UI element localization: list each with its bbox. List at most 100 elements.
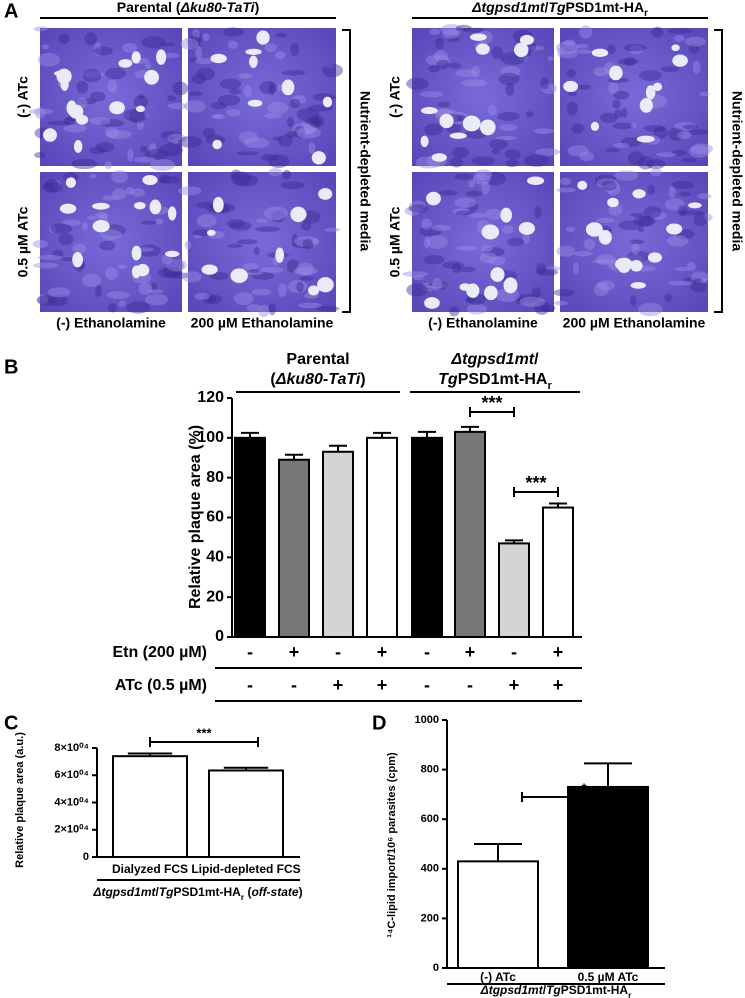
- treatment-sign: +: [509, 675, 520, 695]
- stain-texture: [236, 151, 259, 156]
- stain-texture: [623, 57, 636, 67]
- stain-texture: [566, 101, 578, 116]
- stain-texture: [689, 278, 707, 293]
- stain-texture: [78, 98, 97, 105]
- plaque: [65, 177, 77, 188]
- x-tick-label: 0.5 µM ATc: [578, 970, 639, 984]
- stain-texture: [455, 69, 478, 77]
- stain-texture: [480, 245, 493, 252]
- stain-texture: [679, 191, 692, 197]
- stain-texture: [559, 177, 572, 186]
- plaque: [618, 263, 630, 274]
- stain-texture: [264, 43, 278, 52]
- stain-texture: [563, 39, 576, 47]
- stain-texture: [674, 35, 685, 42]
- group-label: TgPSD1mt-HAr: [438, 371, 552, 392]
- stain-texture: [140, 220, 158, 225]
- stain-texture: [166, 134, 176, 144]
- plaque: [201, 264, 218, 275]
- stain-texture: [144, 62, 152, 70]
- stain-texture: [292, 94, 306, 104]
- y-tick-label: 0: [433, 962, 439, 974]
- bracket: [714, 29, 723, 313]
- stain-texture: [253, 246, 260, 256]
- stain-texture: [63, 116, 75, 126]
- stain-texture: [479, 252, 497, 264]
- plaque: [318, 188, 333, 200]
- stain-texture: [466, 303, 487, 315]
- stain-texture: [406, 283, 428, 297]
- stain-texture: [194, 292, 210, 300]
- row-label: 0.5 µM ATc: [387, 206, 403, 277]
- stain-texture: [234, 174, 259, 187]
- stain-texture: [107, 303, 117, 313]
- stain-texture: [597, 280, 616, 291]
- significance-label: ***: [196, 725, 212, 740]
- stain-texture: [627, 151, 645, 166]
- stain-texture: [467, 201, 479, 212]
- stain-texture: [63, 124, 88, 133]
- stain-texture: [286, 116, 294, 128]
- stain-texture: [463, 27, 485, 33]
- bar: [457, 860, 539, 969]
- stain-texture: [688, 128, 709, 136]
- footer-label-part: r: [628, 990, 632, 998]
- treatment-sign: -: [511, 642, 517, 662]
- stain-texture: [157, 267, 182, 279]
- treatment-sign: -: [247, 675, 253, 695]
- stain-texture: [440, 24, 463, 36]
- bar: [234, 436, 266, 639]
- plaque: [311, 151, 326, 165]
- stain-texture: [286, 131, 299, 138]
- stain-texture: [651, 26, 664, 38]
- stain-texture: [187, 35, 200, 49]
- plaque: [527, 176, 545, 186]
- stain-texture: [77, 97, 88, 109]
- x-tick-label: (-) ATc: [480, 970, 516, 984]
- stain-texture: [272, 136, 283, 142]
- stain-texture: [213, 114, 222, 119]
- stain-texture: [37, 294, 49, 305]
- stain-texture: [133, 95, 149, 109]
- stain-texture: [52, 249, 64, 258]
- group-label-part: Δku80-TaTi: [275, 371, 361, 388]
- stain-texture: [196, 67, 215, 81]
- stain-texture: [515, 297, 526, 305]
- group-label: Parental: [286, 351, 349, 368]
- stain-texture: [299, 276, 314, 281]
- stain-texture: [606, 181, 621, 196]
- y-axis-label: Relative plaque area (%): [187, 425, 204, 609]
- stain-texture: [536, 263, 547, 275]
- plaque: [212, 139, 222, 150]
- stain-texture: [99, 240, 116, 251]
- stain-texture: [596, 178, 618, 189]
- stain-texture: [681, 158, 698, 163]
- stain-texture: [637, 156, 654, 170]
- stain-texture: [471, 156, 496, 166]
- stain-texture: [465, 297, 476, 303]
- stain-texture: [189, 91, 203, 97]
- plaque: [518, 222, 535, 235]
- stain-texture: [155, 218, 164, 225]
- stain-texture: [95, 212, 109, 219]
- panel-label: C: [4, 712, 18, 734]
- stain-texture: [48, 294, 68, 307]
- stain-texture: [58, 33, 70, 45]
- stain-texture: [688, 43, 700, 54]
- stain-texture: [483, 171, 507, 186]
- plaque: [666, 223, 683, 235]
- stain-texture: [277, 134, 294, 147]
- stain-texture: [595, 174, 617, 185]
- stain-texture: [229, 221, 252, 231]
- stain-texture: [682, 124, 698, 130]
- stain-texture: [638, 227, 645, 233]
- group-title-part: Tg: [548, 0, 566, 15]
- stain-texture: [226, 109, 241, 117]
- panel-label: A: [4, 0, 18, 22]
- y-tick-label: 120: [197, 389, 224, 406]
- stain-texture: [139, 145, 148, 153]
- plaque: [131, 245, 142, 261]
- stain-texture: [434, 37, 444, 50]
- stain-texture: [111, 170, 129, 184]
- y-tick-label: 200: [421, 912, 439, 924]
